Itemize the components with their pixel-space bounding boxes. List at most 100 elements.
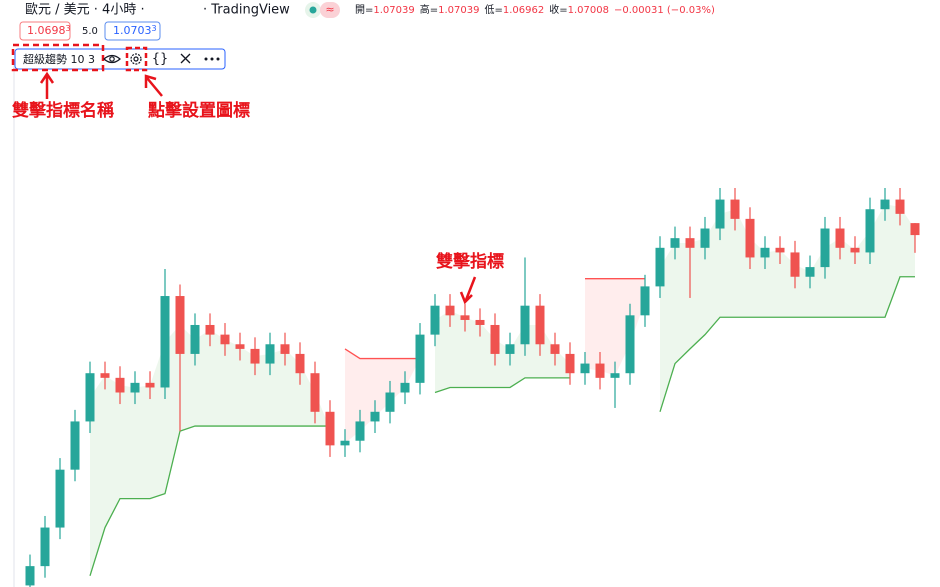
- candle-body: [295, 353, 305, 374]
- eye-icon[interactable]: [103, 54, 121, 64]
- candle-body: [730, 199, 740, 219]
- candle-body: [775, 247, 785, 253]
- candle-body: [70, 421, 80, 470]
- candle-body: [760, 247, 770, 258]
- trend-fill: [585, 278, 645, 376]
- candle-body: [55, 469, 65, 528]
- chart-plot: [25, 188, 920, 587]
- candle-body: [880, 199, 890, 210]
- candle-body: [190, 324, 200, 354]
- sell-button[interactable]: [19, 21, 71, 41]
- candle-body: [115, 377, 125, 393]
- ohlc-label: 收=: [549, 3, 567, 16]
- annotation-name: 雙擊指標名稱: [12, 100, 114, 121]
- candle-body: [895, 199, 905, 214]
- ohlc-label: 低=: [485, 3, 503, 16]
- candle-body: [220, 334, 230, 345]
- candle-body: [250, 348, 260, 364]
- ohlc-value: 1.07008: [568, 5, 609, 16]
- candle-body: [910, 223, 920, 236]
- candle-body: [565, 353, 575, 374]
- symbol-title: 歐元 / 美元 · 4小時 ·: [25, 3, 145, 18]
- highlight-name: [11, 43, 105, 72]
- highlight-settings: [125, 46, 148, 72]
- candle-body: [715, 199, 725, 229]
- candle-body: [655, 247, 665, 287]
- candle-body: [700, 228, 710, 248]
- candle-body: [475, 319, 485, 325]
- candle-body: [685, 238, 695, 248]
- buy-button[interactable]: [104, 21, 161, 41]
- more-icon[interactable]: [204, 57, 220, 61]
- candle-body: [835, 228, 845, 248]
- supertrend-line: [344, 278, 645, 360]
- ohlc-value: 1.06962: [503, 5, 544, 16]
- candle-body: [520, 305, 530, 345]
- candle-body: [550, 344, 560, 354]
- spread: 5.0: [82, 26, 98, 37]
- candle-body: [580, 363, 590, 374]
- change: −0.00031 (−0.03%): [614, 5, 715, 16]
- candle-body: [205, 324, 215, 335]
- candle-body: [805, 267, 815, 277]
- candle-body: [640, 286, 650, 316]
- source-code-icon[interactable]: {}: [152, 52, 169, 67]
- arrow-settings: [144, 74, 163, 97]
- delay-icon[interactable]: [320, 2, 340, 18]
- ohlc-label: 高=: [420, 3, 438, 16]
- trend-fill: [435, 310, 570, 393]
- buy-price-pip: 3: [152, 24, 157, 33]
- candle-body: [130, 382, 140, 393]
- candle-body: [145, 382, 155, 388]
- candle-body: [100, 373, 110, 378]
- candle-body: [535, 305, 545, 345]
- sell-price-main: 1.0698: [27, 24, 66, 37]
- candle-body: [745, 218, 755, 258]
- candle-body: [340, 440, 350, 446]
- candle-body: [595, 363, 605, 378]
- ohlc-value: 1.07039: [438, 5, 479, 16]
- candle-body: [325, 411, 335, 446]
- candle-body: [385, 392, 395, 412]
- candle-body: [40, 527, 50, 567]
- buy-price: 1.07033: [113, 24, 157, 38]
- ohlc-value: 1.07039: [373, 5, 414, 16]
- candle-body: [460, 315, 470, 320]
- remove-icon[interactable]: [180, 53, 191, 64]
- buy-price-main: 1.0703: [113, 24, 152, 37]
- candle-body: [820, 228, 830, 268]
- sell-price-pip: 3: [66, 24, 71, 33]
- candle-body: [625, 315, 635, 374]
- candle-body: [490, 324, 500, 354]
- candle-body: [265, 344, 275, 364]
- candle-body: [430, 305, 440, 335]
- candle-body: [850, 247, 860, 253]
- ohlc-values: 開=1.07039 高=1.07039 低=1.06962 收=1.07008 −0.0…: [355, 3, 715, 16]
- candle-body: [175, 296, 185, 354]
- arrow-indicator: [459, 276, 477, 305]
- trend-fill: [660, 204, 915, 412]
- candle-body: [355, 421, 365, 441]
- candle-body: [370, 411, 380, 422]
- source: · TradingView: [203, 3, 290, 18]
- trend-fill: [345, 348, 420, 444]
- supertrend-line: [89, 276, 915, 576]
- candle-body: [235, 344, 245, 349]
- trend-fill: [90, 324, 330, 576]
- market-status-dot: [309, 6, 317, 14]
- annotation-indicator: 雙擊指標: [436, 251, 504, 272]
- candle-body: [505, 344, 515, 354]
- candle-body: [865, 209, 875, 253]
- ohlc-label: 開=: [355, 4, 373, 16]
- candle-body: [160, 296, 170, 388]
- delay-icon-glyph: ≈: [325, 3, 334, 16]
- arrow-name: [39, 71, 55, 99]
- indicator-name[interactable]: 超級趨勢 10 3: [23, 52, 95, 66]
- candle-body: [280, 344, 290, 354]
- candle-body: [790, 252, 800, 277]
- candle-body: [85, 373, 95, 422]
- candle-body: [310, 373, 320, 412]
- settings-icon[interactable]: [130, 53, 142, 65]
- candle-body: [415, 334, 425, 383]
